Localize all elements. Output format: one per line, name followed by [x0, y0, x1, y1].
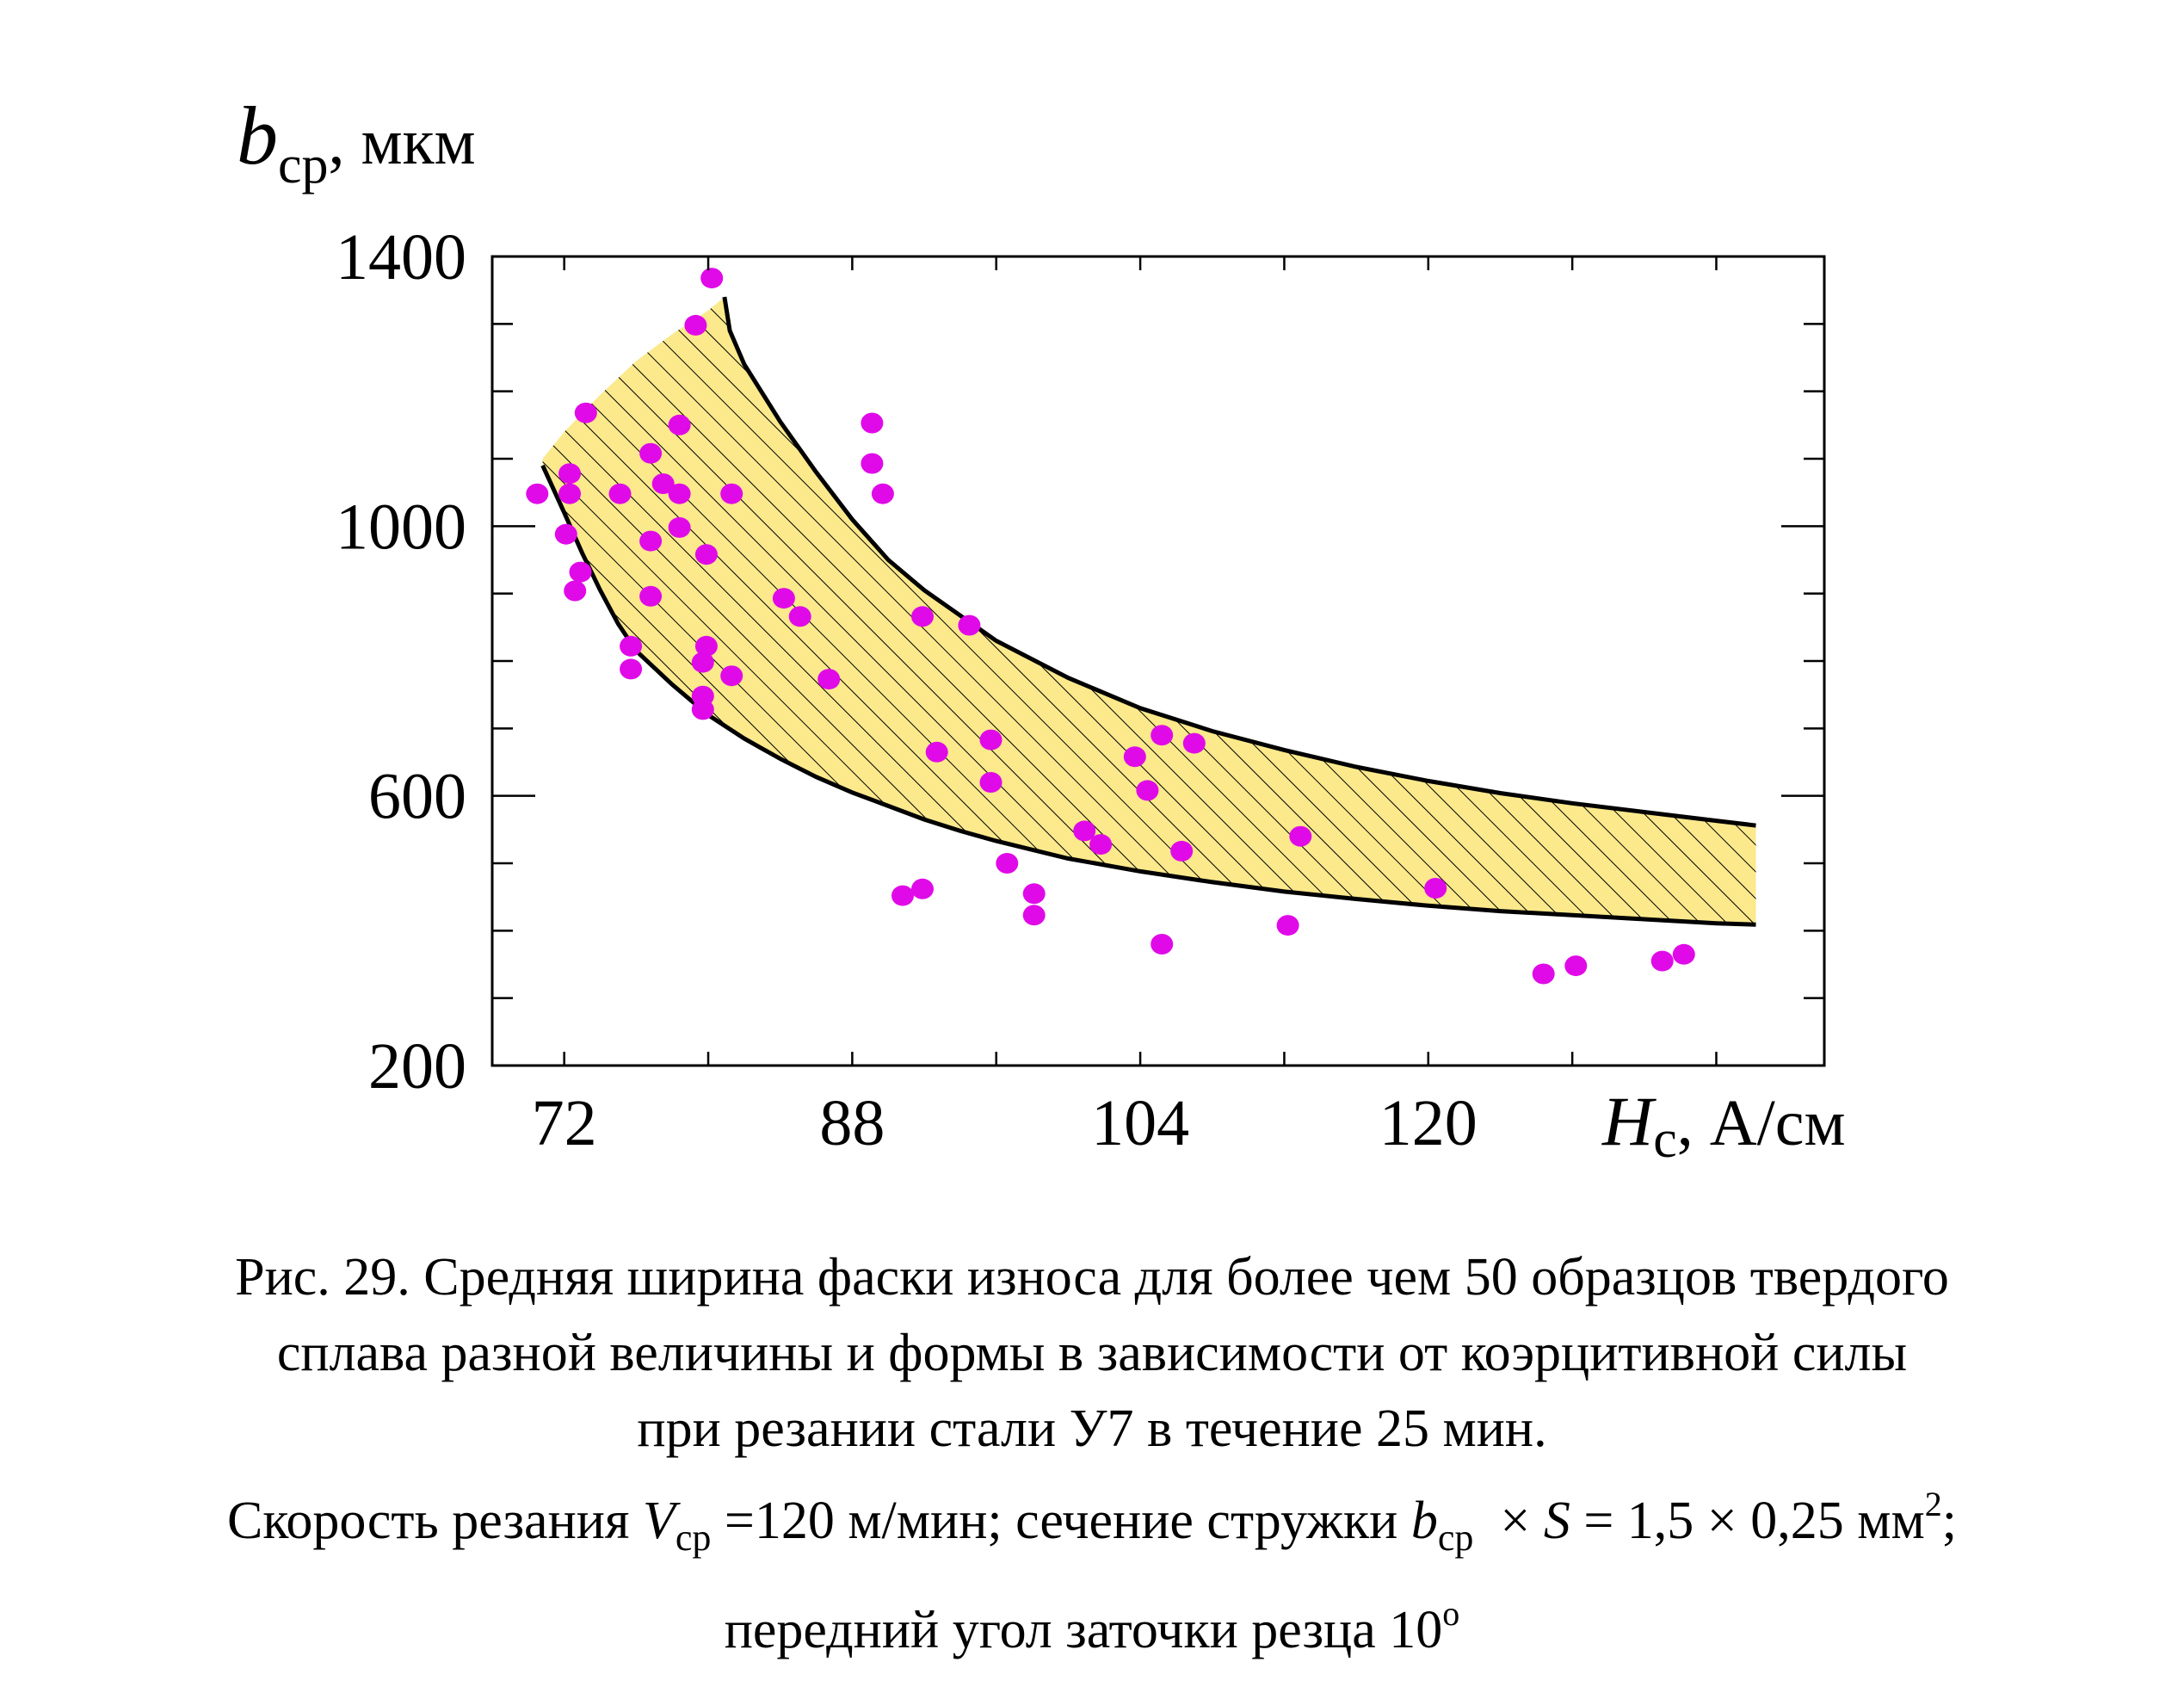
data-point	[1182, 732, 1206, 754]
y-tick-label: 1000	[336, 491, 466, 563]
caption-line-5: передний угол заточки резца 10о	[724, 1594, 1460, 1659]
data-point	[1073, 820, 1096, 842]
data-point	[620, 658, 643, 680]
data-point	[574, 402, 597, 423]
data-point	[608, 483, 632, 504]
y-tick-label: 1400	[336, 221, 466, 293]
data-point	[564, 580, 587, 602]
data-point	[620, 635, 643, 657]
data-point	[720, 665, 743, 687]
figure-caption: Рис. 29. Средняя ширина фаски износа для…	[0, 1239, 2184, 1668]
data-point	[700, 268, 724, 289]
data-point	[691, 699, 714, 720]
data-point	[1532, 963, 1555, 985]
data-point	[651, 473, 675, 494]
data-points	[526, 268, 1695, 985]
y-axis-label: bср, мкм	[237, 90, 476, 195]
data-point	[1170, 840, 1194, 862]
data-point	[1022, 905, 1046, 926]
band-upper-boundary	[722, 296, 1756, 828]
data-point	[871, 483, 894, 504]
data-point	[558, 463, 581, 485]
data-point	[639, 442, 663, 464]
tick-labels: 72 88 104 120 1400 1000 600 200	[336, 221, 1478, 1159]
data-point	[891, 885, 914, 906]
data-point	[1151, 725, 1174, 746]
x-tick-label: 72	[532, 1087, 597, 1159]
y-tick-label: 200	[368, 1030, 466, 1103]
data-point	[1650, 950, 1674, 972]
axis-ticks	[492, 256, 1824, 1066]
data-point	[668, 516, 691, 538]
x-tick-label: 104	[1091, 1087, 1189, 1159]
data-point	[694, 635, 718, 657]
data-point	[1123, 746, 1146, 768]
data-point	[1276, 915, 1299, 936]
data-point	[911, 878, 934, 899]
data-point	[694, 544, 718, 565]
data-point	[691, 652, 714, 673]
data-point	[684, 314, 707, 336]
data-point	[554, 523, 577, 545]
band-fill	[542, 297, 1756, 925]
data-point	[639, 530, 663, 552]
data-point	[817, 669, 841, 690]
data-point	[861, 453, 884, 474]
data-point	[1022, 883, 1046, 905]
data-point	[1564, 955, 1588, 977]
wear-chart: 72 88 104 120 1400 1000 600 200 bср, мкм Hс, А/…	[237, 90, 1846, 1169]
x-tick-label: 120	[1379, 1087, 1478, 1159]
data-point	[996, 853, 1019, 874]
data-point	[720, 483, 743, 504]
data-point	[569, 561, 592, 583]
data-point	[788, 606, 811, 627]
y-tick-label: 600	[368, 761, 466, 833]
data-point	[1424, 878, 1447, 899]
data-point	[979, 772, 1003, 793]
data-point	[668, 414, 691, 436]
x-tick-label: 88	[819, 1087, 885, 1159]
data-point	[668, 483, 691, 504]
caption-line-2: сплава разной величины и формы в зависим…	[276, 1324, 1908, 1382]
data-point	[526, 483, 549, 504]
scatter-band	[540, 296, 1756, 927]
caption-line-3: при резании стали У7 в течение 25 мин.	[637, 1399, 1547, 1458]
data-point	[639, 585, 663, 607]
data-point	[861, 412, 884, 434]
data-point	[958, 615, 981, 636]
data-point	[911, 606, 934, 627]
caption-line-1: Рис. 29. Средняя ширина фаски износа для…	[235, 1248, 1949, 1307]
data-point	[979, 729, 1003, 751]
data-point	[772, 588, 795, 609]
data-point	[1672, 943, 1695, 965]
x-axis-label: Hс, А/см	[1601, 1082, 1846, 1169]
data-point	[925, 741, 948, 763]
data-point	[1151, 934, 1174, 955]
data-point	[1289, 825, 1312, 847]
data-point	[1089, 834, 1113, 856]
caption-line-4: Скорость резания Vср =120 м/мин; сечение…	[227, 1485, 1957, 1559]
data-point	[558, 483, 581, 504]
band-lower-boundary	[540, 464, 1756, 927]
data-point	[1136, 780, 1159, 801]
